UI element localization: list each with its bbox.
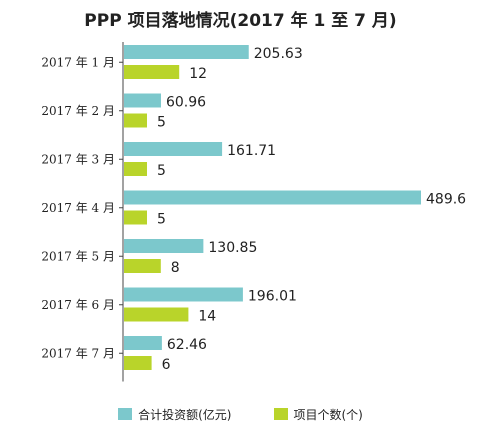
data-label-projects: 12 [189,66,207,82]
category-label: 2017 年 4 月 [41,201,115,215]
data-label-investment: 489.6 [426,192,466,208]
legend: 合计投资额(亿元) 项目个数(个) [0,404,481,424]
legend-label-investment: 合计投资额(亿元) [138,407,232,422]
data-label-investment: 62.46 [167,337,207,353]
legend-item-projects: 项目个数(个) [273,406,363,423]
category-label: 2017 年 2 月 [41,104,115,118]
bar-investment [124,336,162,350]
bar-projects [124,356,152,370]
bar-investment [124,190,421,205]
category-label: 2017 年 1 月 [41,55,115,69]
bar-investment [124,239,204,253]
bar-projects [124,259,161,273]
legend-swatch-projects [273,408,288,420]
bar-projects [124,210,147,225]
bar-projects [124,65,180,79]
data-label-projects: 5 [157,163,166,179]
category-label: 2017 年 6 月 [41,298,115,312]
category-label: 2017 年 7 月 [41,346,115,360]
data-label-projects: 5 [157,115,166,131]
data-label-projects: 6 [162,357,171,373]
legend-item-investment: 合计投资额(亿元) [118,406,232,423]
bar-projects [124,113,147,128]
data-label-projects: 8 [171,260,180,276]
bar-projects [124,162,147,176]
data-label-investment: 196.01 [248,289,297,305]
data-label-investment: 205.63 [254,46,303,62]
chart-title: PPP 项目落地情况(2017 年 1 至 7 月) [84,11,397,31]
bar-investment [124,45,249,59]
data-label-investment: 60.96 [166,95,206,111]
data-label-projects: 14 [198,309,216,325]
bar-investment [124,142,223,156]
category-label: 2017 年 3 月 [41,152,115,166]
category-label: 2017 年 5 月 [41,249,115,263]
bar-investment [124,287,243,302]
legend-label-projects: 项目个数(个) [293,407,363,422]
data-label-investment: 161.71 [227,143,276,159]
data-label-investment: 130.85 [208,240,257,256]
legend-swatch-investment [118,408,133,420]
bar-investment [124,93,161,108]
data-label-projects: 5 [157,212,166,228]
bar-projects [124,307,189,322]
